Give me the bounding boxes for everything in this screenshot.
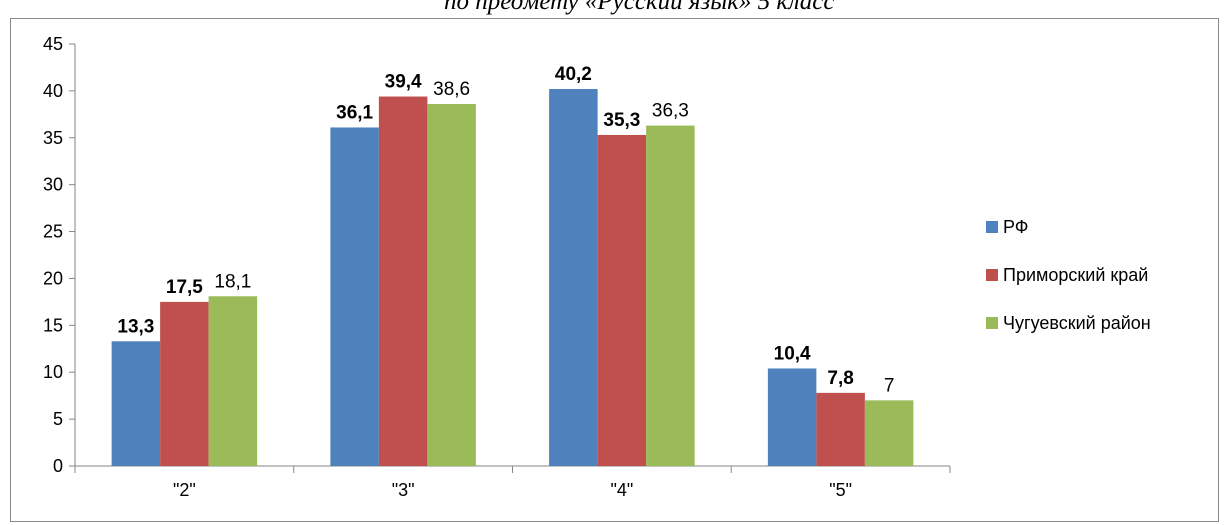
bar-2-2 [646,125,695,466]
legend-swatch-primorsky [986,269,998,281]
y-tick-label-2: 10 [43,362,63,382]
legend-swatch-rf [986,221,998,233]
data-label-1-2: 35,3 [603,110,640,131]
y-tick-label-0: 0 [53,456,63,476]
data-label-2-1: 38,6 [433,79,470,100]
x-tick-label-3: "5" [829,480,852,500]
x-tick-label-0: "2" [173,480,196,500]
y-tick-label-8: 40 [43,81,63,101]
data-label-1-1: 39,4 [385,72,422,93]
y-tick-label-1: 5 [53,409,63,429]
data-label-0-1: 36,1 [336,102,373,123]
legend-item-rf: РФ [986,216,1151,238]
data-label-0-3: 10,4 [774,343,811,364]
bar-0-1 [330,127,379,466]
data-label-2-2: 36,3 [652,101,689,122]
y-tick-label-4: 20 [43,268,63,288]
y-tick-label-3: 15 [43,315,63,335]
chart-frame [10,18,1219,522]
legend-swatch-chuguevsky [986,317,998,329]
legend-label-rf: РФ [1003,216,1029,237]
legend-item-chuguevsky: Чугуевский район [986,312,1151,334]
y-tick-label-6: 30 [43,175,63,195]
data-label-2-3: 7 [884,375,895,396]
bar-1-2 [597,134,647,466]
data-label-0-2: 40,2 [555,64,592,85]
bar-0-0 [111,341,161,466]
data-label-2-0: 18,1 [214,271,251,292]
legend-label-primorsky: Приморский край [1003,264,1149,285]
y-tick-label-5: 25 [43,222,63,242]
bar-0-2 [549,89,598,466]
bar-1-3 [816,392,865,466]
legend-label-chuguevsky: Чугуевский район [1003,312,1151,333]
bar-2-3 [864,400,914,466]
legend: РФ Приморский край Чугуевский район [986,216,1151,360]
legend-item-primorsky: Приморский край [986,264,1151,286]
bar-0-3 [767,368,817,466]
x-tick-label-2: "4" [610,480,633,500]
data-label-0-0: 13,3 [117,316,154,337]
data-label-1-0: 17,5 [166,277,203,298]
bar-2-0 [208,296,258,466]
x-tick-label-1: "3" [392,480,415,500]
y-tick-label-7: 35 [43,128,63,148]
chart-title: по предмету «Русский язык» 5 класс [444,0,835,15]
bar-1-0 [160,301,209,466]
bar-1-1 [378,96,428,466]
data-label-1-3: 7,8 [827,368,853,389]
bar-2-1 [427,104,476,467]
y-tick-label-9: 45 [43,34,63,54]
